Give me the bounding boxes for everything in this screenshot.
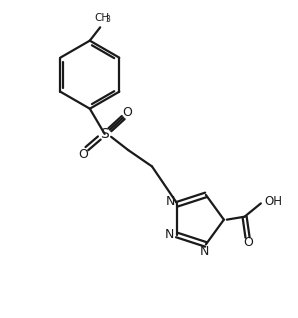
Text: S: S (100, 127, 109, 141)
Text: N: N (166, 196, 175, 209)
Text: N: N (200, 245, 209, 258)
Text: N: N (165, 228, 174, 241)
Text: CH: CH (94, 13, 109, 23)
Text: O: O (243, 236, 253, 249)
Text: O: O (122, 106, 132, 119)
Text: OH: OH (264, 195, 283, 208)
Text: 3: 3 (106, 15, 111, 24)
Text: O: O (78, 148, 88, 161)
